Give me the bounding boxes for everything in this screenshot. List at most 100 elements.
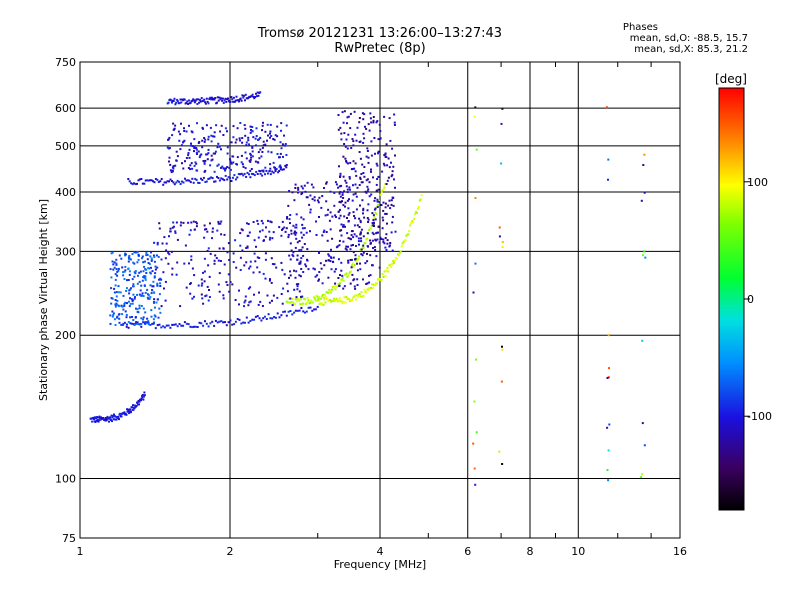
echo-point xyxy=(248,143,250,146)
echo-point xyxy=(174,103,177,106)
echo-point xyxy=(239,244,242,247)
echo-point xyxy=(300,193,303,196)
echo-point xyxy=(256,315,259,317)
echo-point xyxy=(148,267,151,270)
echo-point xyxy=(415,212,418,214)
echo-point xyxy=(244,151,247,154)
echo-point xyxy=(120,415,123,418)
echo-point xyxy=(146,321,149,324)
echo-point xyxy=(382,238,385,241)
echo-point xyxy=(169,227,172,230)
echo-point xyxy=(269,220,272,223)
echo-point xyxy=(362,251,365,254)
echo-point xyxy=(346,191,349,194)
echo-point xyxy=(223,179,226,182)
echo-point xyxy=(296,309,299,312)
echo-point xyxy=(357,240,360,243)
echo-point xyxy=(155,301,158,304)
echo-point xyxy=(284,143,287,145)
echo-point xyxy=(192,220,195,223)
echo-point xyxy=(211,177,214,180)
echo-point xyxy=(125,316,128,319)
echo-point xyxy=(306,181,309,184)
echo-point xyxy=(205,97,208,100)
echo-point xyxy=(141,257,143,260)
echo-point xyxy=(251,155,254,158)
echo-point xyxy=(371,231,374,234)
echo-point xyxy=(281,228,283,231)
echo-point xyxy=(133,324,136,326)
echo-point xyxy=(376,238,379,241)
echo-point xyxy=(313,196,316,199)
echo-point xyxy=(148,297,151,300)
echo-point xyxy=(206,158,209,161)
echo-point xyxy=(261,229,264,232)
echo-point xyxy=(202,99,205,102)
echo-point xyxy=(153,301,155,304)
echo-point xyxy=(218,96,221,99)
echo-point xyxy=(248,301,251,304)
echo-point xyxy=(133,297,136,300)
echo-point xyxy=(152,285,155,288)
echo-point xyxy=(363,216,366,219)
echo-point xyxy=(234,299,237,301)
echo-point xyxy=(211,158,214,161)
echo-point xyxy=(350,147,353,149)
echo-point xyxy=(369,112,372,115)
echo-point xyxy=(154,272,157,275)
echo-point xyxy=(327,276,330,279)
echo-point xyxy=(201,179,204,181)
echo-point xyxy=(349,127,352,130)
echo-point xyxy=(281,220,284,223)
echo-point xyxy=(220,124,223,127)
echo-point xyxy=(204,228,206,231)
echo-point xyxy=(351,199,354,202)
echo-point xyxy=(213,262,216,265)
echo-point xyxy=(312,301,314,304)
echo-point xyxy=(183,130,186,132)
echo-point xyxy=(607,376,610,379)
echo-point xyxy=(187,152,190,155)
echo-point xyxy=(218,179,221,182)
echo-point xyxy=(130,298,133,301)
echo-point xyxy=(106,415,109,418)
echo-point xyxy=(345,272,348,275)
echo-point xyxy=(408,230,411,233)
echo-point xyxy=(267,150,270,153)
echo-point xyxy=(115,291,118,294)
echo-point xyxy=(140,178,143,180)
echo-point xyxy=(285,314,288,317)
echo-point xyxy=(153,260,156,263)
echo-point xyxy=(390,231,393,234)
echo-point xyxy=(249,260,252,263)
echo-point xyxy=(226,178,229,181)
echo-point xyxy=(385,156,388,158)
echo-point xyxy=(222,294,225,297)
echo-point xyxy=(290,229,293,232)
echo-point xyxy=(232,261,235,263)
echo-point xyxy=(149,255,152,258)
echo-point xyxy=(380,190,383,193)
echo-point xyxy=(342,204,345,207)
echo-point xyxy=(475,431,478,434)
echo-point xyxy=(202,324,205,327)
echo-point xyxy=(240,172,243,175)
echo-point xyxy=(337,299,340,302)
echo-point xyxy=(347,220,350,223)
echo-point xyxy=(366,260,369,263)
echo-point xyxy=(145,268,148,271)
echo-point xyxy=(153,241,156,244)
echo-point xyxy=(325,182,328,185)
echo-point xyxy=(273,166,276,169)
echo-point xyxy=(213,324,216,327)
x-tick-label: 16 xyxy=(673,545,687,558)
echo-point xyxy=(292,255,295,258)
echo-point xyxy=(202,127,204,130)
echo-point xyxy=(313,297,316,300)
echo-point xyxy=(114,284,117,287)
echo-point xyxy=(156,324,159,327)
echo-point xyxy=(384,153,387,156)
echo-point xyxy=(138,271,141,274)
echo-point xyxy=(198,182,201,184)
echo-point xyxy=(250,156,253,159)
